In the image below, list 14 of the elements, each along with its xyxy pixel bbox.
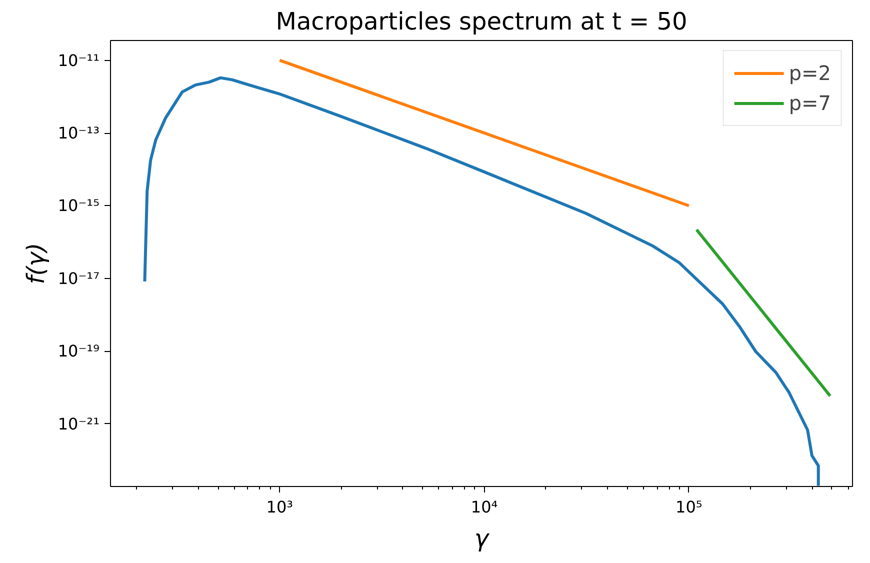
y-tick-label: 10⁻¹³	[58, 124, 100, 143]
x-tick-label: 10⁵	[676, 498, 702, 516]
legend-label: p=2	[788, 61, 831, 85]
y-axis-title: f(γ)	[22, 242, 50, 284]
chart-title: Macroparticles spectrum at t = 50	[276, 8, 688, 36]
y-tick-label: 10⁻¹¹	[58, 50, 100, 70]
y-tick-label: 10⁻¹⁹	[58, 342, 100, 361]
y-tick-label: 10⁻¹⁵	[58, 196, 100, 216]
x-axis-title: γ	[474, 524, 490, 552]
x-tick-label: 10⁴	[470, 498, 498, 516]
y-tick-label: 10⁻¹⁷	[58, 268, 100, 288]
x-tick-label: 10³	[266, 498, 294, 516]
legend-label: p=7	[788, 91, 831, 115]
y-tick-label: 10⁻²¹	[58, 414, 100, 434]
